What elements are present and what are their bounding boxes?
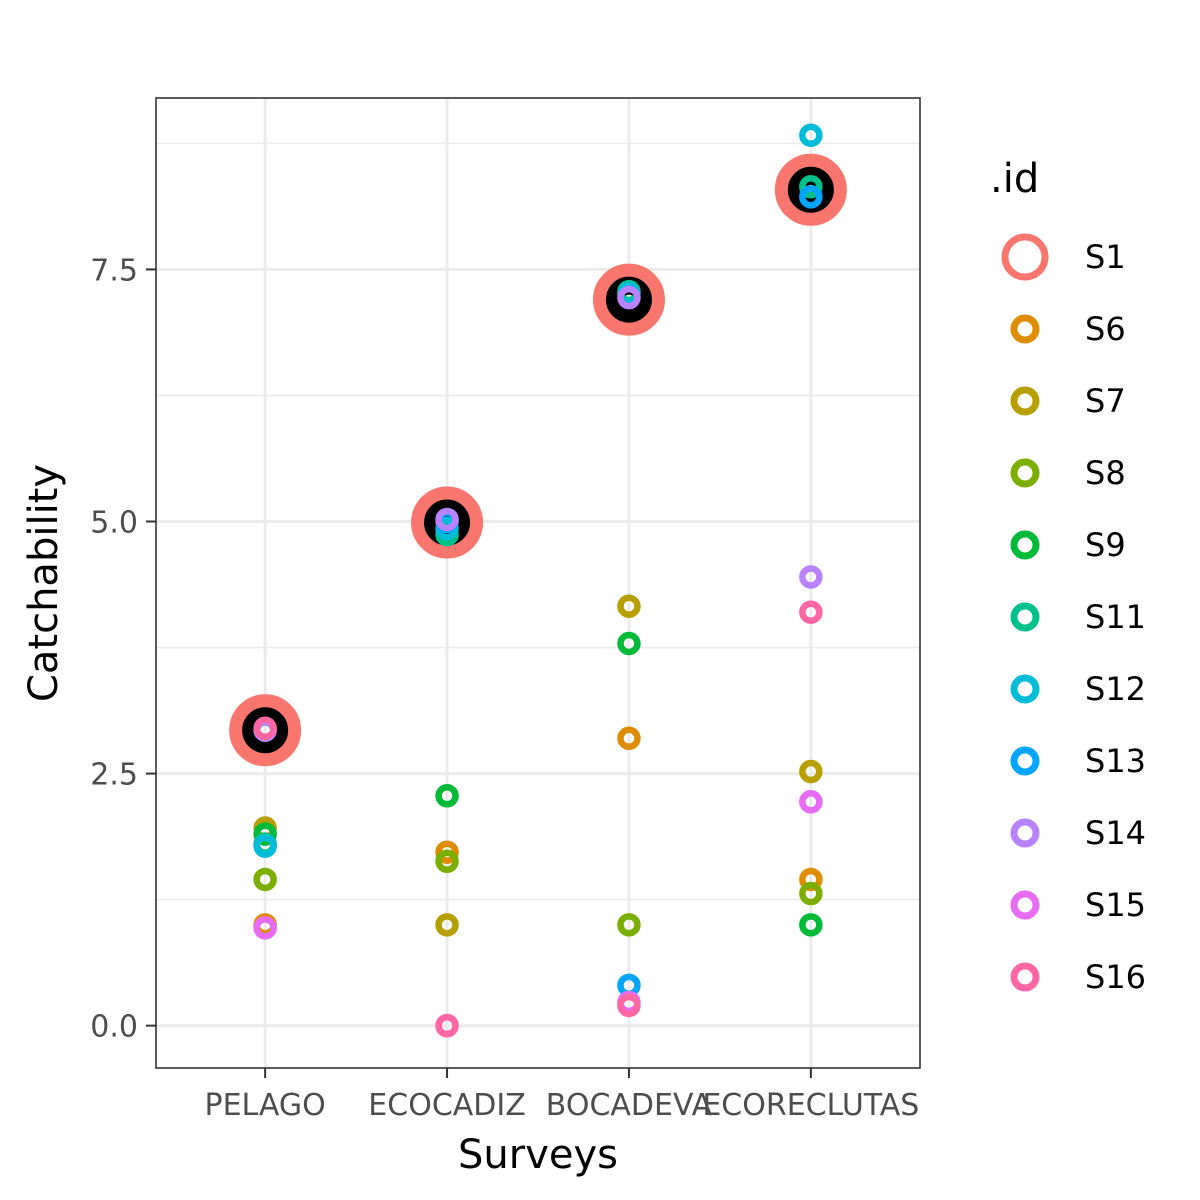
legend-label-S16: S16 (1085, 958, 1146, 996)
legend-key-S1 (1001, 233, 1049, 281)
point-S14 (435, 507, 459, 532)
legend-label-S7: S7 (1085, 382, 1126, 420)
legend-title: .id (990, 156, 1039, 202)
legend: .id S1 S6 S7 S8 S9 S11 S12 S13 S14 S15 S16 (990, 156, 1146, 996)
point-S8 (799, 881, 823, 906)
grid-lines (156, 98, 920, 1068)
y-axis: 0.0 2.5 5.0 7.5 (90, 253, 156, 1045)
legend-key-S12 (1010, 674, 1040, 704)
y-axis-title: Catchability (21, 464, 67, 702)
plot-panel-border (155, 97, 921, 1069)
legend-label-S14: S14 (1085, 814, 1146, 852)
point-S1 (411, 486, 484, 559)
point-S9 (435, 784, 459, 808)
x-tick-label: PELAGO (204, 1088, 325, 1123)
legend-key-S11 (1010, 602, 1040, 632)
legend-key-S9 (1010, 530, 1040, 560)
point-S7 (799, 759, 823, 784)
point-S8 (617, 913, 641, 937)
legend-key-S6 (1010, 314, 1040, 344)
point-S15 (799, 790, 823, 814)
point-S1 (774, 153, 847, 226)
legend-label-S11: S11 (1085, 598, 1146, 636)
point-S12 (253, 834, 277, 858)
point-S6 (435, 840, 459, 864)
y-tick-label: 0.0 (90, 1010, 138, 1045)
point-S9 (799, 913, 823, 937)
legend-key-S15 (1010, 890, 1040, 920)
legend-label-S13: S13 (1085, 742, 1146, 780)
legend-key-S13 (1010, 746, 1040, 776)
point-S16 (617, 993, 641, 1018)
point-S7 (617, 594, 641, 618)
point-S14 (617, 285, 641, 310)
point-S14 (799, 565, 823, 589)
legend-label-S6: S6 (1085, 310, 1126, 348)
data-points (229, 123, 847, 1038)
point-S8 (435, 849, 459, 874)
point-S1 (229, 694, 302, 767)
legend-key-S14 (1010, 818, 1040, 848)
x-axis-title: Surveys (458, 1132, 618, 1178)
x-tick-label: BOCADEVA (546, 1088, 713, 1123)
x-tick-label: ECOCADIZ (368, 1088, 526, 1123)
point-S9 (253, 822, 277, 846)
point-S16 (799, 600, 823, 624)
y-tick-label: 2.5 (90, 758, 138, 793)
point-S8 (253, 867, 277, 892)
point-S16 (435, 1013, 459, 1038)
x-tick-label: ECORECLUTAS (702, 1088, 919, 1123)
point-S12 (799, 123, 823, 148)
legend-label-S12: S12 (1085, 670, 1146, 708)
legend-label-S15: S15 (1085, 886, 1146, 924)
point-S7 (435, 913, 459, 937)
legend-label-S9: S9 (1085, 526, 1126, 564)
point-S6 (617, 726, 641, 751)
legend-label-S1: S1 (1085, 238, 1126, 276)
point-S13 (799, 185, 823, 209)
point-mean-marker (242, 707, 289, 754)
y-tick-label: 5.0 (90, 505, 138, 540)
point-S1 (592, 263, 665, 336)
legend-key-S16 (1010, 962, 1040, 992)
legend-label-S8: S8 (1085, 454, 1126, 492)
legend-key-S7 (1010, 386, 1040, 416)
point-S9 (617, 631, 641, 656)
y-tick-label: 7.5 (90, 253, 138, 288)
point-S11 (799, 174, 823, 199)
legend-key-S8 (1010, 458, 1040, 488)
point-S16 (253, 716, 277, 740)
point-S15 (253, 916, 277, 940)
